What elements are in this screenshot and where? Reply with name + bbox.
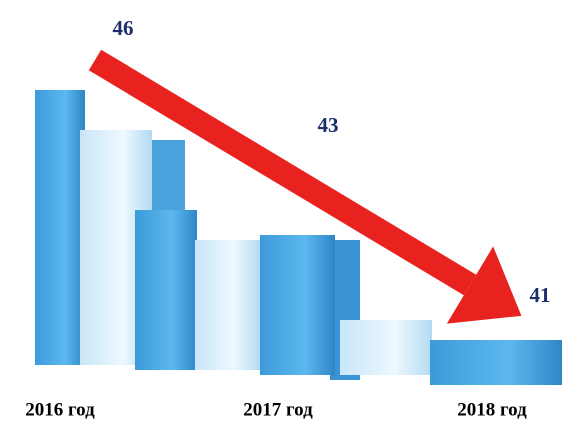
arrow-head — [446, 246, 522, 324]
decor-bar — [35, 90, 85, 365]
value-label: 41 — [530, 283, 551, 307]
decor-bar — [195, 240, 260, 370]
value-label: 43 — [318, 113, 339, 137]
decor-bar — [430, 340, 562, 385]
trend-arrow — [88, 49, 477, 296]
decor-bar — [260, 235, 335, 375]
x-tick-label: 2016 год — [25, 399, 95, 420]
x-tick-label: 2018 год — [457, 399, 527, 420]
decor-bar — [135, 210, 197, 370]
value-label: 46 — [113, 16, 134, 40]
x-tick-label: 2017 год — [243, 399, 313, 420]
decor-bar — [340, 320, 432, 375]
decorative-bars — [35, 90, 562, 385]
